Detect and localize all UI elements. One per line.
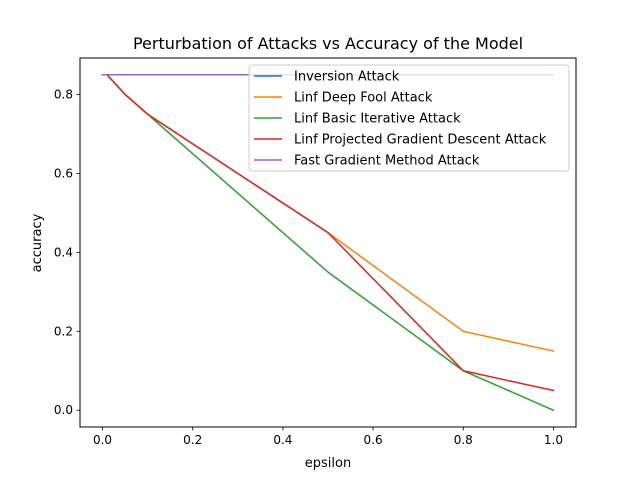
legend-items: Inversion Attack Linf Deep Fool Attack Lin… [254,70,547,169]
x-tick-label: 0.8 [454,433,473,447]
y-tick-label: 0.6 [54,166,73,180]
x-tick-label: 0.4 [273,433,292,447]
y-tick-label: 0.4 [54,245,73,259]
x-tick-label: 1.0 [544,433,563,447]
legend-entry-label: Linf Deep Fool Attack [294,91,433,106]
legend-entry-label: Linf Projected Gradient Descent Attack [294,133,547,148]
y-tick-label: 0.0 [54,403,73,417]
x-tick-label: 0.0 [93,433,112,447]
y-tick-label: 0.2 [54,324,73,338]
plot-frame [79,57,577,428]
y-axis-label: accuracy [30,213,45,272]
legend-entry-label: Inversion Attack [294,70,400,85]
legend-entry-label: Linf Basic Iterative Attack [294,112,461,127]
y-tick-label: 0.8 [54,88,73,102]
ticks-layer: 0.0 0.2 0.4 0.6 0.8 1.0 0.0 0.2 0.4 0.6 0.8 [54,88,563,447]
legend-box [248,64,570,172]
x-tick-label: 0.6 [364,433,383,447]
legend-entry-label: Fast Gradient Method Attack [294,154,480,169]
legend: Inversion Attack Linf Deep Fool Attack Lin… [248,64,570,172]
x-axis-label: epsilon [305,456,351,471]
x-tick-label: 0.2 [183,433,202,447]
chart-title: Perturbation of Attacks vs Accuracy of t… [133,34,523,53]
